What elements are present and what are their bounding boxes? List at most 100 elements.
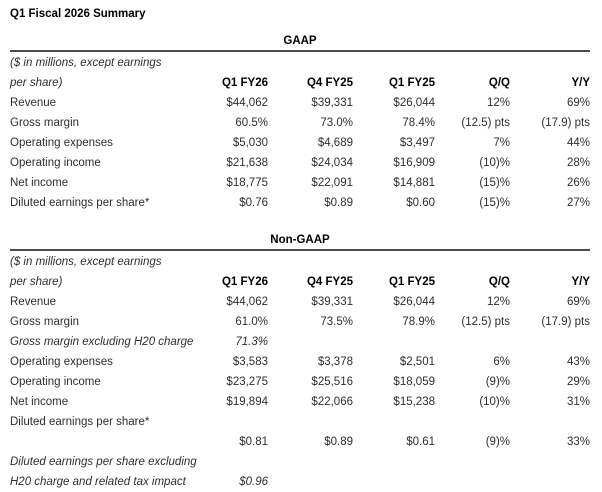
cell-value	[268, 332, 353, 352]
cell-value: 60.5%	[235, 117, 268, 129]
gaap-section: GAAP ($ in millions, except earnings per …	[10, 35, 590, 213]
cell-value: 6%	[493, 356, 510, 368]
cell-value	[353, 412, 435, 432]
row-label: Operating expenses	[10, 137, 113, 149]
cell-value: $0.89	[324, 197, 353, 209]
cell-value: $0.89	[324, 436, 353, 448]
units-note-line2: per share)	[10, 77, 63, 89]
row-label: Revenue	[10, 296, 57, 308]
gaap-heading: GAAP	[283, 35, 317, 47]
cell-value: (15)%	[479, 197, 510, 209]
row-label: Operating income	[10, 157, 101, 169]
column-header-q1fy25: Q1 FY25	[388, 77, 435, 89]
non-gaap-table-body: Revenue $44,062 $39,331 $26,044 12% 69% Gross …	[10, 292, 590, 492]
cell-value	[353, 332, 435, 352]
cell-value: $0.81	[239, 436, 268, 448]
table-row: Diluted earnings per share*	[10, 412, 590, 432]
units-note: ($ in millions, except earnings per share…	[10, 51, 200, 93]
cell-value: $0.60	[406, 197, 435, 209]
cell-value	[510, 412, 590, 432]
cell-value: $16,909	[393, 157, 435, 169]
row-label: Operating income	[10, 376, 101, 388]
cell-value	[353, 472, 435, 492]
cell-value	[510, 332, 590, 352]
table-row: H20 charge and related tax impact $0.96	[10, 472, 590, 492]
table-row: Revenue $44,062 $39,331 $26,044 12% 69%	[10, 93, 590, 113]
non-gaap-table-header: ($ in millions, except earnings per share…	[10, 250, 590, 292]
table-row: Gross margin 60.5% 73.0% 78.4% (12.5) pts (17…	[10, 113, 590, 133]
non-gaap-section: Non-GAAP ($ in millions, except earnings…	[10, 234, 590, 492]
cell-value: $44,062	[226, 97, 268, 109]
cell-value: (10)%	[479, 157, 510, 169]
column-header-yy: Y/Y	[571, 276, 590, 288]
column-header-yy: Y/Y	[571, 77, 590, 89]
cell-value: 43%	[566, 356, 590, 368]
row-label	[10, 432, 200, 452]
cell-value: $0.61	[406, 436, 435, 448]
row-label: Diluted earnings per share*	[10, 197, 150, 209]
cell-value	[435, 452, 510, 472]
cell-value: 71.3%	[235, 336, 268, 348]
column-header-q4fy25: Q4 FY25	[306, 77, 353, 89]
cell-value: $39,331	[311, 97, 353, 109]
cell-value: $15,238	[393, 396, 435, 408]
cell-value: $18,059	[393, 376, 435, 388]
cell-value	[200, 412, 268, 432]
cell-value: $24,034	[311, 157, 353, 169]
cell-value: $0.96	[239, 476, 268, 488]
cell-value: 69%	[566, 296, 590, 308]
cell-value: $19,894	[226, 396, 268, 408]
gaap-table-body: Revenue $44,062 $39,331 $26,044 12% 69% Gross …	[10, 93, 590, 213]
row-label: Gross margin excluding H20 charge	[10, 336, 194, 348]
cell-value: 29%	[566, 376, 590, 388]
table-row: Operating income $23,275 $25,516 $18,059 (9)…	[10, 372, 590, 392]
cell-value: $21,638	[226, 157, 268, 169]
row-label: Gross margin	[10, 316, 80, 328]
gaap-table-header: ($ in millions, except earnings per share…	[10, 51, 590, 93]
cell-value: 78.4%	[402, 117, 435, 129]
cell-value: 73.5%	[320, 316, 353, 328]
row-label: Diluted earnings per share excluding	[10, 456, 197, 468]
cell-value: $0.76	[239, 197, 268, 209]
cell-value: $4,689	[317, 137, 353, 149]
cell-value	[268, 452, 353, 472]
non-gaap-table: ($ in millions, except earnings per share…	[10, 249, 590, 492]
cell-value	[510, 472, 590, 492]
cell-value: $39,331	[311, 296, 353, 308]
column-header-q1fy26: Q1 FY26	[221, 77, 268, 89]
cell-value: (12.5) pts	[461, 316, 510, 328]
cell-value: $22,091	[311, 177, 353, 189]
column-header-q1fy25: Q1 FY25	[388, 276, 435, 288]
cell-value: 28%	[566, 157, 590, 169]
cell-value	[435, 472, 510, 492]
row-label: Revenue	[10, 97, 57, 109]
column-header-qq: Q/Q	[488, 77, 510, 89]
cell-value: 33%	[566, 436, 590, 448]
page-title: Q1 Fiscal 2026 Summary	[10, 8, 146, 20]
cell-value: 44%	[566, 137, 590, 149]
table-row: Net income $18,775 $22,091 $14,881 (15)% 26%	[10, 173, 590, 193]
cell-value: $44,062	[226, 296, 268, 308]
gaap-header-row: ($ in millions, except earnings per share…	[10, 51, 590, 93]
cell-value: 69%	[566, 97, 590, 109]
cell-value: $26,044	[393, 296, 435, 308]
row-label: Diluted earnings per share*	[10, 416, 150, 428]
row-label: Net income	[10, 177, 69, 189]
row-label: H20 charge and related tax impact	[10, 476, 186, 488]
cell-value: $2,501	[399, 356, 435, 368]
cell-value	[268, 412, 353, 432]
units-note-line2: per share)	[10, 276, 63, 288]
cell-value: $5,030	[232, 137, 268, 149]
cell-value: $18,775	[226, 177, 268, 189]
cell-value	[268, 472, 353, 492]
cell-value: 73.0%	[320, 117, 353, 129]
cell-value: (10)%	[479, 396, 510, 408]
cell-value	[353, 452, 435, 472]
table-row: Net income $19,894 $22,066 $15,238 (10)% 31%	[10, 392, 590, 412]
cell-value: $25,516	[311, 376, 353, 388]
cell-value	[510, 452, 590, 472]
row-label: Operating expenses	[10, 356, 113, 368]
column-header-qq: Q/Q	[488, 276, 510, 288]
cell-value: $23,275	[226, 376, 268, 388]
cell-value: (12.5) pts	[461, 117, 510, 129]
